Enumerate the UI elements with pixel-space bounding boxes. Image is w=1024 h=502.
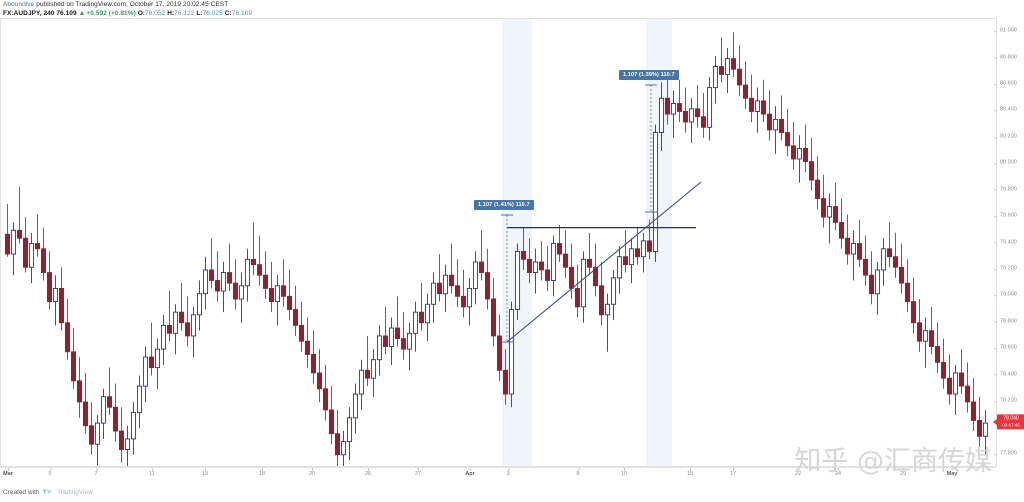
price-tick: 78.400 — [994, 371, 1024, 378]
price-tick: 80.200 — [994, 134, 1024, 140]
chart-footer: Created with TradingView — [3, 488, 93, 497]
close-key: C: — [224, 10, 232, 18]
price-tick: 81.000 — [994, 28, 1024, 34]
price-marker-arrow-icon — [993, 419, 997, 426]
author-link[interactable]: Aboundive — [3, 1, 35, 8]
time-tick: 17 — [729, 468, 737, 477]
triangle-up-icon — [79, 11, 84, 16]
open-value: 76.052 — [145, 10, 166, 18]
low-value: 76.025 — [202, 10, 223, 18]
price-tick: 80.800 — [994, 54, 1024, 61]
tradingview-logo-icon — [43, 488, 52, 497]
last-price: 76.109 — [56, 10, 77, 18]
price-tick: 78.600 — [994, 345, 1024, 351]
price-tick: 79.200 — [994, 266, 1024, 272]
price-tick: 80.600 — [994, 81, 1024, 87]
publish-text: published on TradingView.com, October 17… — [36, 1, 229, 8]
change-value: +0.592 — [86, 10, 107, 18]
price-tick: 79.600 — [994, 213, 1024, 219]
time-tick: 24 — [834, 468, 842, 477]
measurement-label-pattern-height[interactable]: 1.107 (1.41%) 110.7 — [474, 200, 534, 210]
time-tick: 27 — [414, 468, 422, 477]
price-tick: 79.000 — [994, 292, 1024, 299]
open-key: O: — [137, 10, 146, 18]
time-tick: 26 — [364, 468, 372, 477]
time-tick: 20 — [308, 468, 316, 477]
symbol-label[interactable]: FX:AUDJPY, 240 — [3, 10, 55, 18]
legend-publish-line: Aboundive published on TradingView.com, … — [3, 1, 603, 9]
time-tick: 13 — [201, 468, 209, 477]
time-axis[interactable]: Mar 5 7 11 13 18 20 26 27 Apr 3 8 10 15 17 22 24 29 May — [0, 467, 996, 484]
price-tick: 79.400 — [994, 239, 1024, 246]
time-tick: Mar — [3, 468, 13, 477]
chart-legend: Aboundive published on TradingView.com, … — [3, 1, 603, 18]
legend-ohlc-line: FX:AUDJPY, 240 76.109 +0.592 (+0.81%) O:… — [3, 10, 603, 18]
close-value: 76.109 — [231, 10, 253, 18]
time-tick: 3 — [506, 468, 510, 477]
time-tick: 11 — [149, 468, 155, 477]
time-tick: May — [946, 468, 958, 477]
high-key: H: — [167, 10, 175, 18]
created-with-label: Created with — [3, 489, 40, 497]
price-tick: 80.400 — [994, 107, 1024, 114]
time-tick: 22 — [794, 468, 802, 477]
change-percent: (+0.81%) — [108, 10, 136, 18]
time-tick: 8 — [576, 468, 580, 477]
time-tick: 15 — [686, 468, 694, 477]
price-tick: 78.200 — [994, 398, 1024, 404]
price-axis[interactable]: 81.000 80.800 80.600 80.400 80.200 80.000 79.8… — [993, 18, 1024, 467]
price-tick: 78.800 — [994, 318, 1024, 325]
current-price-value: 78.040 — [1003, 415, 1019, 422]
price-tick: 79.800 — [994, 186, 1024, 193]
chart-plot-area[interactable]: 1.107 (1.41%) 110.7 1.107 (1.39%) 110.7 — [0, 18, 996, 467]
tradingview-brand-label[interactable]: TradingView — [57, 489, 93, 497]
candlestick-svg — [4, 19, 989, 466]
price-tick: 80.000 — [994, 160, 1024, 167]
time-tick: 10 — [620, 468, 628, 477]
time-tick: Apr — [465, 468, 475, 477]
price-tick: 77.800 — [994, 451, 1024, 457]
bar-countdown: 00:57:45 — [1002, 422, 1020, 428]
time-tick: 7 — [94, 468, 98, 477]
high-value: 76.122 — [174, 10, 195, 18]
time-tick: 18 — [258, 468, 266, 477]
measurement-label-target-projection[interactable]: 1.107 (1.39%) 110.7 — [619, 70, 679, 80]
time-tick: 29 — [899, 468, 907, 477]
current-price-badge[interactable]: 78.040 00:57:45 — [997, 414, 1024, 430]
low-key: L: — [196, 10, 203, 18]
time-tick: 5 — [48, 468, 52, 477]
